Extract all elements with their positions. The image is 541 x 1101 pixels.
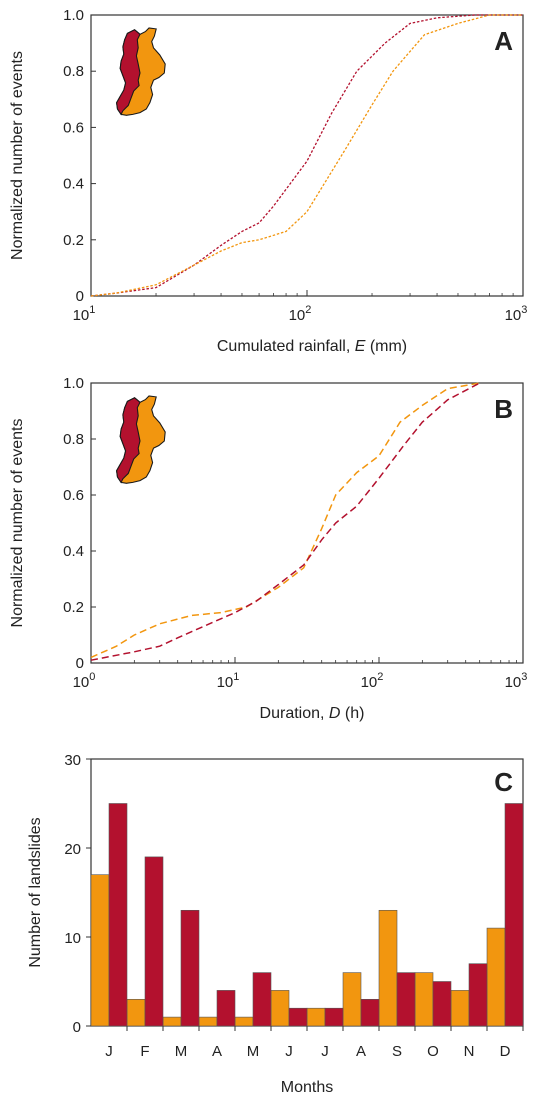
x-tick-label: D [500,1043,511,1060]
x-tick-label: 101 [217,671,240,691]
y-tick-label: 0 [73,1019,81,1036]
bar-orange [378,909,398,1027]
x-tick-label: 103 [505,671,528,691]
y-axis-label: Normalized number of events [9,419,26,628]
bar-orange [90,874,110,1027]
series-line-red [90,14,523,297]
y-tick-label: 1.0 [63,375,84,392]
y-axis-label: Number of landslides [27,817,44,967]
x-tick-label: 100 [73,671,96,691]
bar-red [432,981,452,1027]
bar-orange [486,927,506,1027]
bar-red [252,972,272,1027]
x-tick-label: J [105,1043,113,1060]
bar-orange [198,1016,218,1027]
bar-red [288,1007,308,1027]
y-tick-label: 0.8 [63,431,84,448]
panel-label: B [494,394,513,424]
bar-orange [126,998,146,1027]
bar-orange [270,990,290,1027]
plot-frame [90,382,524,664]
y-tick-label: 0.6 [63,487,84,504]
y-tick-label: 30 [64,752,81,769]
bar-red [504,803,524,1027]
panel-label: A [494,26,513,56]
bar-red [144,856,164,1027]
y-tick-label: 0.4 [63,543,84,560]
panel-label: C [494,767,513,797]
bar-red [324,1007,344,1027]
y-tick-label: 0 [76,288,84,305]
x-tick-label: J [285,1043,293,1060]
bar-orange [306,1007,326,1027]
x-tick-label: F [140,1043,149,1060]
bar-orange [414,972,434,1027]
y-tick-label: 0.4 [63,176,84,193]
region-map-icon [116,27,166,116]
region-map-icon [116,395,166,484]
region-map-coastal [116,29,141,116]
y-tick-label: 0.2 [63,599,84,616]
y-tick-label: 0.8 [63,63,84,80]
y-tick-label: 1.0 [63,7,84,24]
bar-red [180,909,200,1027]
bar-orange [450,990,470,1027]
series-line-orange [90,14,523,297]
x-tick-label: S [392,1043,402,1060]
x-tick-label: N [464,1043,475,1060]
x-tick-label: O [427,1043,439,1060]
x-tick-label: A [356,1043,366,1060]
region-map-coastal [116,397,141,484]
x-tick-label: M [247,1043,260,1060]
bar-red [360,998,380,1027]
x-tick-label: 102 [361,671,384,691]
x-tick-label: M [175,1043,188,1060]
bar-red [216,990,236,1027]
x-axis-label: Duration, D (h) [260,705,365,722]
x-tick-label: J [321,1043,329,1060]
y-tick-label: 0.2 [63,232,84,249]
bar-orange [162,1016,182,1027]
y-tick-label: 0.6 [63,119,84,136]
bar-orange [342,972,362,1027]
bar-red [396,972,416,1027]
x-tick-label: 101 [73,304,96,324]
x-axis-label: Months [281,1079,333,1096]
y-tick-label: 20 [64,841,81,858]
x-tick-label: A [212,1043,222,1060]
bar-red [468,963,488,1027]
series-line-orange [90,382,480,659]
y-tick-label: 10 [64,930,81,947]
series-line-red [90,382,481,661]
x-tick-label: 103 [505,304,528,324]
x-axis-label: Cumulated rainfall, E (mm) [217,338,407,355]
y-tick-label: 0 [76,655,84,672]
bar-orange [234,1016,254,1027]
bar-red [108,803,128,1027]
y-axis-label: Normalized number of events [9,51,26,260]
x-tick-label: 102 [289,304,312,324]
